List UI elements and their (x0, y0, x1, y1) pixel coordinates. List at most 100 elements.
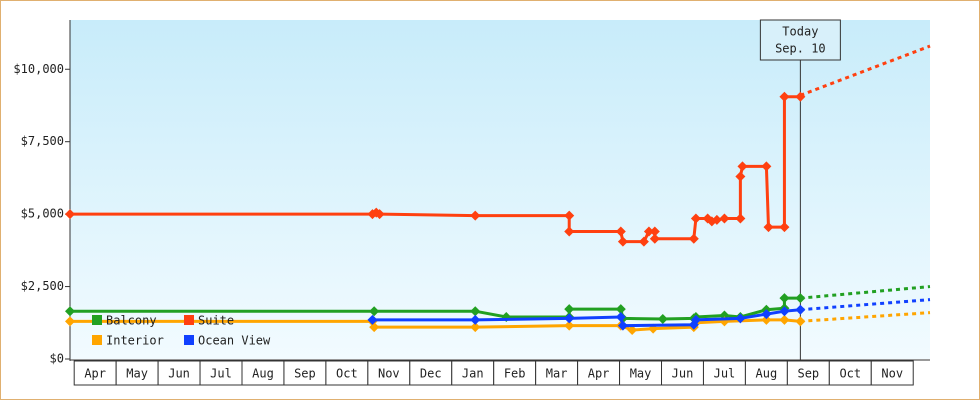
x-tick (828, 360, 872, 386)
y-tick-label: $0 (50, 352, 64, 366)
x-tick (451, 360, 495, 386)
series-line (70, 318, 801, 332)
x-tick-label: Sep (797, 367, 819, 381)
point (564, 313, 575, 324)
x-tick-label: Apr (84, 367, 106, 381)
today-label: Today (782, 25, 818, 39)
point (617, 236, 628, 247)
point (795, 91, 806, 102)
point (735, 171, 746, 182)
today-label: Sep. 10 (775, 42, 826, 56)
projection-line (800, 311, 931, 323)
point (761, 314, 772, 325)
point (369, 306, 380, 317)
projection-line (799, 44, 931, 97)
point (615, 226, 626, 237)
x-tick (241, 360, 285, 386)
point (627, 325, 638, 336)
x-tick (73, 360, 117, 386)
x-tick-label: Jul (210, 367, 232, 381)
y-tick-label: $7,500 (21, 134, 64, 148)
point (761, 161, 772, 172)
legend-label: Suite (198, 314, 234, 328)
x-tick-label: Apr (588, 367, 610, 381)
point (761, 309, 772, 320)
x-tick (283, 360, 327, 386)
point (735, 213, 746, 224)
point (470, 322, 481, 333)
point (643, 226, 654, 237)
point (638, 236, 649, 247)
point (564, 210, 575, 221)
x-tick-label: Dec (420, 367, 442, 381)
x-tick-label: May (630, 367, 652, 381)
x-tick (702, 360, 746, 386)
point (690, 314, 701, 325)
legend-label: Interior (106, 334, 164, 348)
x-tick-label: Jun (168, 367, 190, 381)
point (688, 233, 699, 244)
point (779, 91, 790, 102)
x-tick-label: Sep (294, 367, 316, 381)
x-tick-label: Jul (714, 367, 736, 381)
point (649, 226, 660, 237)
point (65, 209, 75, 220)
point (615, 304, 626, 315)
legend-swatch (184, 315, 194, 325)
x-tick-label: Oct (839, 367, 861, 381)
x-tick (661, 360, 704, 386)
point (65, 316, 75, 327)
point (649, 233, 660, 244)
point (779, 306, 790, 317)
legend-swatch (184, 335, 194, 345)
point (369, 322, 380, 333)
point (795, 316, 806, 327)
legend-swatch (92, 315, 102, 325)
x-tick-label: Feb (504, 367, 526, 381)
point (564, 320, 575, 331)
point (711, 214, 722, 225)
point (65, 306, 75, 317)
x-tick (493, 360, 537, 386)
point (374, 209, 385, 220)
x-tick (870, 360, 914, 386)
point (657, 314, 668, 325)
x-tick (325, 360, 369, 386)
legend-label: Balcony (106, 314, 157, 328)
legend-label: Ocean View (198, 334, 271, 348)
x-tick-label: May (126, 367, 148, 381)
x-tick-label: Aug (756, 367, 778, 381)
today-box (759, 19, 841, 61)
point (367, 314, 378, 325)
point (779, 314, 790, 325)
x-tick-label: Nov (881, 367, 903, 381)
x-tick-label: Jun (672, 367, 694, 381)
point (795, 304, 806, 315)
x-tick-label: Oct (336, 367, 358, 381)
point (690, 213, 701, 224)
point (470, 314, 481, 325)
point (470, 306, 481, 317)
x-tick (786, 360, 830, 386)
y-tick-label: $10,000 (13, 62, 64, 76)
point (737, 161, 748, 172)
point (779, 293, 790, 304)
point (564, 226, 575, 237)
x-tick (577, 360, 621, 386)
y-tick-label: $5,000 (21, 207, 64, 221)
x-tick-label: Nov (378, 367, 400, 381)
point (735, 313, 746, 324)
x-tick-label: Aug (252, 367, 274, 381)
point (564, 304, 575, 315)
x-tick-label: Jan (462, 367, 484, 381)
y-tick-label: $2,500 (21, 279, 64, 293)
point (763, 222, 774, 233)
point (779, 222, 790, 233)
x-tick (619, 360, 663, 386)
point (795, 293, 806, 304)
point (470, 210, 481, 221)
legend-swatch (92, 335, 102, 345)
x-tick (535, 360, 579, 386)
point (719, 213, 730, 224)
